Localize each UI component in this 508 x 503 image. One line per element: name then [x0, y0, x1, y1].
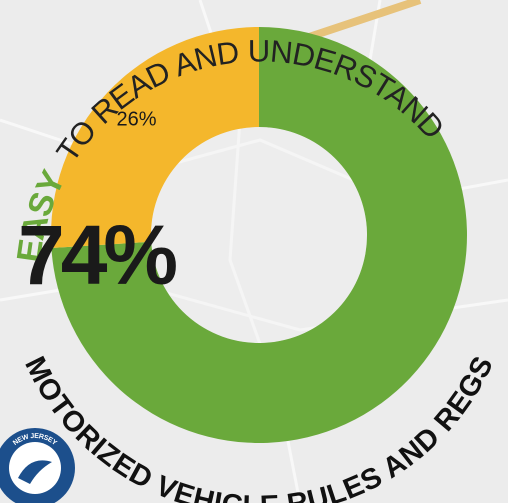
- value-label: 26%: [117, 108, 157, 130]
- donut: [51, 27, 467, 444]
- value-label: 74%: [18, 208, 176, 302]
- donut-segment: [51, 27, 259, 249]
- donut-segment: [51, 27, 467, 444]
- donut-hole: [151, 127, 367, 343]
- logo-bird: [18, 460, 52, 484]
